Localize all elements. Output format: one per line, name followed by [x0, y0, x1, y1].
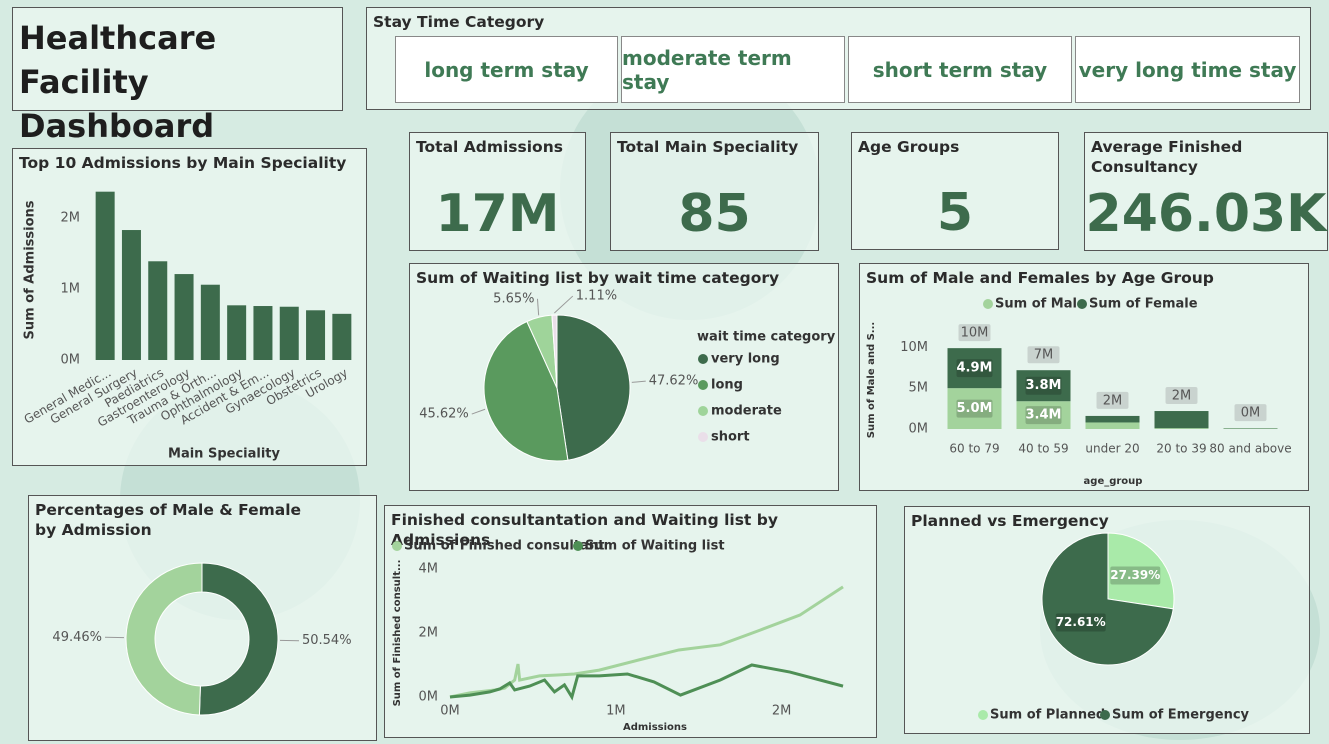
chart-panel: Top 10 Admissions by Main Speciality	[12, 148, 367, 466]
slicer: Stay Time Category long term stay modera…	[366, 7, 1311, 110]
slicer-item[interactable]: very long time stay	[1075, 36, 1300, 103]
card-title: Average Finished Consultancy	[1091, 138, 1243, 176]
chart-panel: Percentages of Male & Female by Admissio…	[28, 495, 377, 741]
slicer-item[interactable]: moderate term stay	[621, 36, 845, 103]
chart-panel: Sum of Waiting list by wait time categor…	[409, 263, 839, 491]
card-title: Total Main Speciality	[617, 138, 799, 156]
slicer-item[interactable]: short term stay	[848, 36, 1072, 103]
chart-panel: Planned vs Emergency	[904, 506, 1310, 734]
card: Total Admissions 17M	[409, 132, 586, 251]
card: Total Main Speciality 85	[610, 132, 819, 251]
chart-title: Sum of Male and Females by Age Group	[866, 269, 1214, 287]
card-value: 17M	[435, 184, 560, 244]
chart-title: Top 10 Admissions by Main Speciality	[19, 154, 347, 172]
chart-title: Finished consultantation and Waiting lis…	[391, 511, 778, 549]
card-value: 246.03K	[1085, 184, 1327, 244]
card: Age Groups 5	[851, 132, 1059, 250]
chart-panel: Finished consultantation and Waiting lis…	[384, 505, 877, 738]
slicer-title: Stay Time Category	[373, 13, 545, 31]
chart-title: Sum of Waiting list by wait time categor…	[416, 269, 780, 287]
chart-panel: Sum of Male and Females by Age Group	[859, 263, 1309, 491]
card-value: 85	[678, 184, 751, 244]
card: Average Finished Consultancy 246.03K	[1084, 132, 1328, 251]
chart-title: Percentages of Male & Female by Admissio…	[35, 501, 302, 539]
chart-title: Planned vs Emergency	[911, 512, 1109, 530]
slicer-item[interactable]: long term stay	[395, 36, 618, 103]
dashboard-title: Healthcare Facility Dashboard	[19, 19, 217, 145]
card-value: 5	[936, 183, 974, 243]
title-panel: Healthcare Facility Dashboard	[12, 7, 343, 145]
card-title: Total Admissions	[416, 138, 563, 156]
card-title: Age Groups	[858, 138, 960, 156]
